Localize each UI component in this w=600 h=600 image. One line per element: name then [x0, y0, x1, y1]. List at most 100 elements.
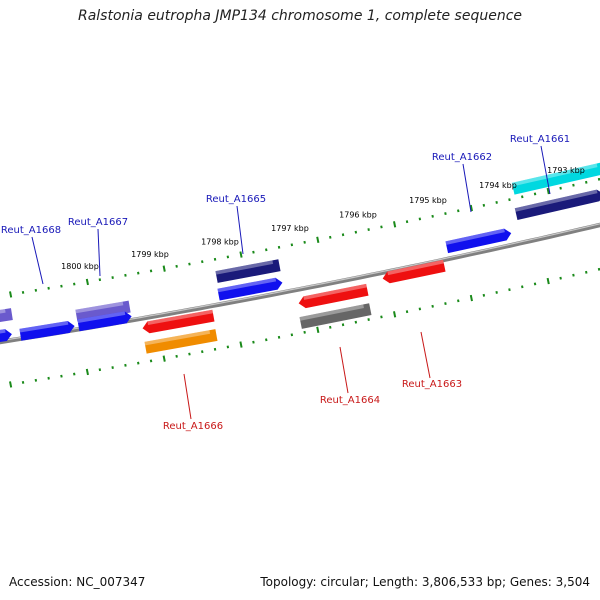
scale-tick — [149, 359, 153, 363]
scale-label: 1800 kbp — [61, 262, 99, 271]
scale-tick — [418, 307, 422, 311]
gene-block — [142, 309, 215, 334]
gene-label: Reut_A1665 — [206, 194, 266, 205]
scale-tick — [137, 361, 140, 365]
scale-tick — [124, 363, 127, 367]
scale-tick — [559, 276, 562, 280]
gene-block-shine — [0, 329, 6, 335]
leader-line — [339, 346, 349, 394]
scale-tick — [303, 330, 306, 334]
gene-block-shine — [511, 163, 598, 187]
gene-block-shine — [0, 309, 6, 315]
scale-tick — [585, 270, 588, 274]
gene-block-body — [217, 277, 283, 301]
scale-tick — [175, 264, 178, 268]
gene-block — [382, 259, 446, 284]
scale-tick — [341, 233, 345, 237]
leader-line — [540, 145, 551, 195]
scale-tick — [572, 183, 575, 187]
scale-tick — [265, 338, 268, 342]
scale-tick — [508, 288, 511, 292]
scale-tick — [405, 310, 409, 314]
gene-block-shine — [147, 309, 214, 325]
scale-tick — [521, 285, 524, 289]
scale-tick — [495, 201, 498, 204]
gene-label: Reut_A1667 — [68, 217, 128, 228]
gene-label: Reut_A1666 — [163, 421, 223, 432]
gene-block-shine — [77, 311, 126, 323]
gene-block-body — [382, 259, 446, 284]
scale-tick — [47, 286, 50, 290]
gene-block — [215, 259, 281, 283]
scale-tick — [34, 378, 38, 382]
gene-block-body — [144, 329, 218, 354]
scale-tick — [329, 325, 332, 329]
leader-line — [31, 236, 44, 285]
scale-tick — [367, 318, 370, 322]
leader-line — [97, 228, 101, 277]
scale-tick — [213, 347, 217, 351]
gene-block — [514, 189, 600, 220]
label-layer: 1800 kbp 1799 kbp 1798 kbp 1797 kbp 1796 kbp… — [1, 134, 585, 432]
scale-tick — [188, 262, 191, 266]
scale-tick — [354, 230, 358, 234]
scale-tick — [482, 203, 486, 207]
gene-block — [77, 311, 132, 332]
map-title: Ralstonia eutropha JMP134 chromosome 1, … — [77, 8, 522, 24]
scale-label: 1796 kbp — [339, 211, 377, 220]
gene-block-body — [19, 321, 75, 341]
gene-block-shine — [299, 304, 364, 321]
scale-tick — [393, 221, 397, 228]
scale-tick — [431, 304, 434, 308]
scale-label: 1797 kbp — [271, 224, 309, 233]
scale-tick — [149, 269, 153, 273]
gene-label: Reut_A1662 — [432, 152, 492, 163]
scale-tick — [521, 195, 524, 199]
scale-tick — [277, 245, 281, 249]
scale-tick — [124, 273, 127, 277]
scale-tick — [597, 267, 600, 271]
scale-tick — [495, 291, 498, 294]
scale-tick — [380, 225, 383, 229]
gene-block-shine — [144, 330, 211, 346]
scale-tick — [226, 255, 230, 259]
scale-tick — [226, 345, 230, 349]
scale-tick — [239, 341, 243, 348]
scale-tick — [98, 368, 102, 372]
scale-tick — [21, 380, 25, 384]
scale-tick — [533, 192, 537, 196]
leader-line — [236, 205, 244, 255]
scale-tick — [546, 277, 550, 285]
scale-tick — [277, 335, 281, 339]
gene-label: Reut_A1661 — [510, 134, 570, 145]
gene-label: Reut_A1668 — [1, 225, 61, 236]
scale-tick — [316, 326, 320, 334]
scale-tick — [252, 340, 255, 344]
scale-tick — [73, 282, 76, 286]
scale-tick — [367, 228, 370, 232]
scale-tick — [111, 276, 114, 279]
scale-tick — [85, 278, 89, 286]
scale-tick — [290, 333, 294, 337]
scale-label: 1794 kbp — [479, 181, 517, 190]
scale-label: 1799 kbp — [131, 250, 169, 259]
scale-label: 1798 kbp — [201, 237, 239, 246]
tick-layer — [9, 177, 600, 388]
gene-block — [299, 303, 372, 329]
scale-tick — [546, 187, 550, 195]
gene-block-shine — [387, 259, 444, 276]
scale-tick — [73, 372, 76, 376]
gene-block-shine — [303, 283, 367, 300]
gene-block-shine — [514, 189, 598, 212]
gene-block-body — [142, 309, 215, 334]
scale-label: 1795 kbp — [409, 196, 447, 205]
scale-tick — [329, 235, 332, 239]
genome-summary: Topology: circular; Length: 3,806,533 bp… — [260, 575, 590, 589]
gene-block — [445, 228, 512, 254]
scale-tick — [533, 282, 537, 286]
scale-tick — [418, 217, 422, 221]
scale-tick — [265, 248, 268, 252]
gene-block-shine — [215, 260, 274, 275]
gene-label: Reut_A1664 — [320, 395, 380, 406]
